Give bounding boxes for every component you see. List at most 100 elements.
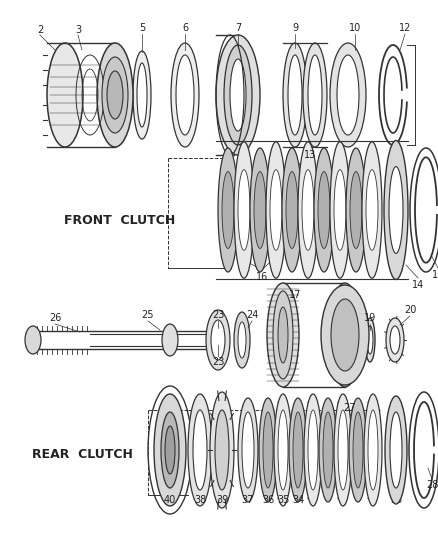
Ellipse shape (266, 142, 286, 278)
Ellipse shape (137, 63, 147, 127)
Ellipse shape (161, 412, 179, 488)
Ellipse shape (102, 57, 128, 133)
Ellipse shape (259, 398, 277, 502)
Ellipse shape (314, 148, 334, 272)
Ellipse shape (323, 412, 333, 488)
Ellipse shape (288, 55, 302, 135)
Text: 34: 34 (292, 495, 304, 505)
Ellipse shape (282, 148, 302, 272)
Ellipse shape (242, 412, 254, 488)
Text: 23: 23 (212, 310, 224, 320)
Ellipse shape (331, 299, 359, 371)
Ellipse shape (216, 35, 260, 155)
Ellipse shape (338, 410, 348, 490)
Ellipse shape (222, 172, 234, 248)
Ellipse shape (215, 410, 229, 490)
Ellipse shape (97, 43, 133, 147)
Ellipse shape (334, 169, 346, 251)
Ellipse shape (302, 169, 314, 251)
Ellipse shape (206, 310, 230, 370)
Ellipse shape (385, 396, 407, 504)
Ellipse shape (330, 43, 366, 147)
Text: 38: 38 (194, 495, 206, 505)
Text: 33: 33 (390, 495, 402, 505)
Text: 19: 19 (364, 313, 376, 323)
Text: 17: 17 (289, 290, 301, 300)
Ellipse shape (107, 71, 123, 119)
Ellipse shape (386, 318, 404, 362)
Ellipse shape (238, 322, 246, 358)
Ellipse shape (362, 142, 382, 278)
Text: 5: 5 (139, 23, 145, 33)
Ellipse shape (304, 394, 322, 506)
Text: 14: 14 (412, 280, 424, 290)
Text: 7: 7 (235, 23, 241, 33)
Text: 39: 39 (216, 495, 228, 505)
Text: 36: 36 (262, 495, 274, 505)
Ellipse shape (365, 318, 375, 362)
Ellipse shape (162, 324, 178, 356)
Ellipse shape (318, 172, 330, 248)
Text: REAR  CLUTCH: REAR CLUTCH (32, 448, 132, 462)
Text: 10: 10 (349, 23, 361, 33)
Ellipse shape (234, 142, 254, 278)
Text: 16: 16 (256, 272, 268, 282)
Ellipse shape (188, 394, 212, 506)
Ellipse shape (193, 410, 207, 490)
Ellipse shape (389, 167, 403, 253)
Ellipse shape (165, 426, 175, 474)
Ellipse shape (321, 285, 369, 385)
Text: 24: 24 (246, 310, 258, 320)
Ellipse shape (286, 172, 298, 248)
Text: 6: 6 (182, 23, 188, 33)
Text: 28: 28 (426, 480, 438, 490)
Ellipse shape (133, 51, 151, 139)
Ellipse shape (353, 412, 363, 488)
Ellipse shape (350, 172, 362, 248)
Ellipse shape (289, 398, 307, 502)
Ellipse shape (176, 55, 194, 135)
Text: 27: 27 (344, 403, 356, 413)
Ellipse shape (390, 326, 400, 354)
Ellipse shape (218, 148, 238, 272)
Text: 3: 3 (75, 25, 81, 35)
Text: 26: 26 (49, 313, 61, 323)
Ellipse shape (254, 172, 266, 248)
Text: 15: 15 (432, 270, 438, 280)
Ellipse shape (329, 283, 361, 387)
Ellipse shape (230, 59, 246, 131)
Ellipse shape (238, 169, 250, 251)
Ellipse shape (319, 398, 337, 502)
Ellipse shape (308, 55, 322, 135)
Ellipse shape (25, 326, 41, 354)
Ellipse shape (349, 398, 367, 502)
Ellipse shape (273, 291, 293, 379)
Ellipse shape (346, 148, 366, 272)
Ellipse shape (367, 326, 373, 354)
Ellipse shape (171, 43, 199, 147)
Text: FRONT  CLUTCH: FRONT CLUTCH (64, 214, 176, 227)
Ellipse shape (384, 141, 408, 279)
Ellipse shape (334, 394, 352, 506)
Ellipse shape (308, 410, 318, 490)
Text: 13: 13 (304, 150, 316, 160)
Ellipse shape (298, 142, 318, 278)
Ellipse shape (364, 394, 382, 506)
Ellipse shape (211, 320, 225, 360)
Ellipse shape (210, 392, 234, 508)
Text: 25: 25 (142, 310, 154, 320)
Ellipse shape (366, 169, 378, 251)
Ellipse shape (263, 412, 273, 488)
Ellipse shape (209, 331, 221, 349)
Ellipse shape (270, 169, 282, 251)
Ellipse shape (293, 412, 303, 488)
Ellipse shape (274, 394, 292, 506)
Ellipse shape (278, 307, 288, 363)
Ellipse shape (234, 312, 250, 368)
Ellipse shape (238, 398, 258, 502)
Text: 20: 20 (404, 305, 416, 315)
Ellipse shape (330, 142, 350, 278)
Ellipse shape (224, 45, 252, 145)
Ellipse shape (154, 394, 186, 506)
Ellipse shape (267, 283, 299, 387)
